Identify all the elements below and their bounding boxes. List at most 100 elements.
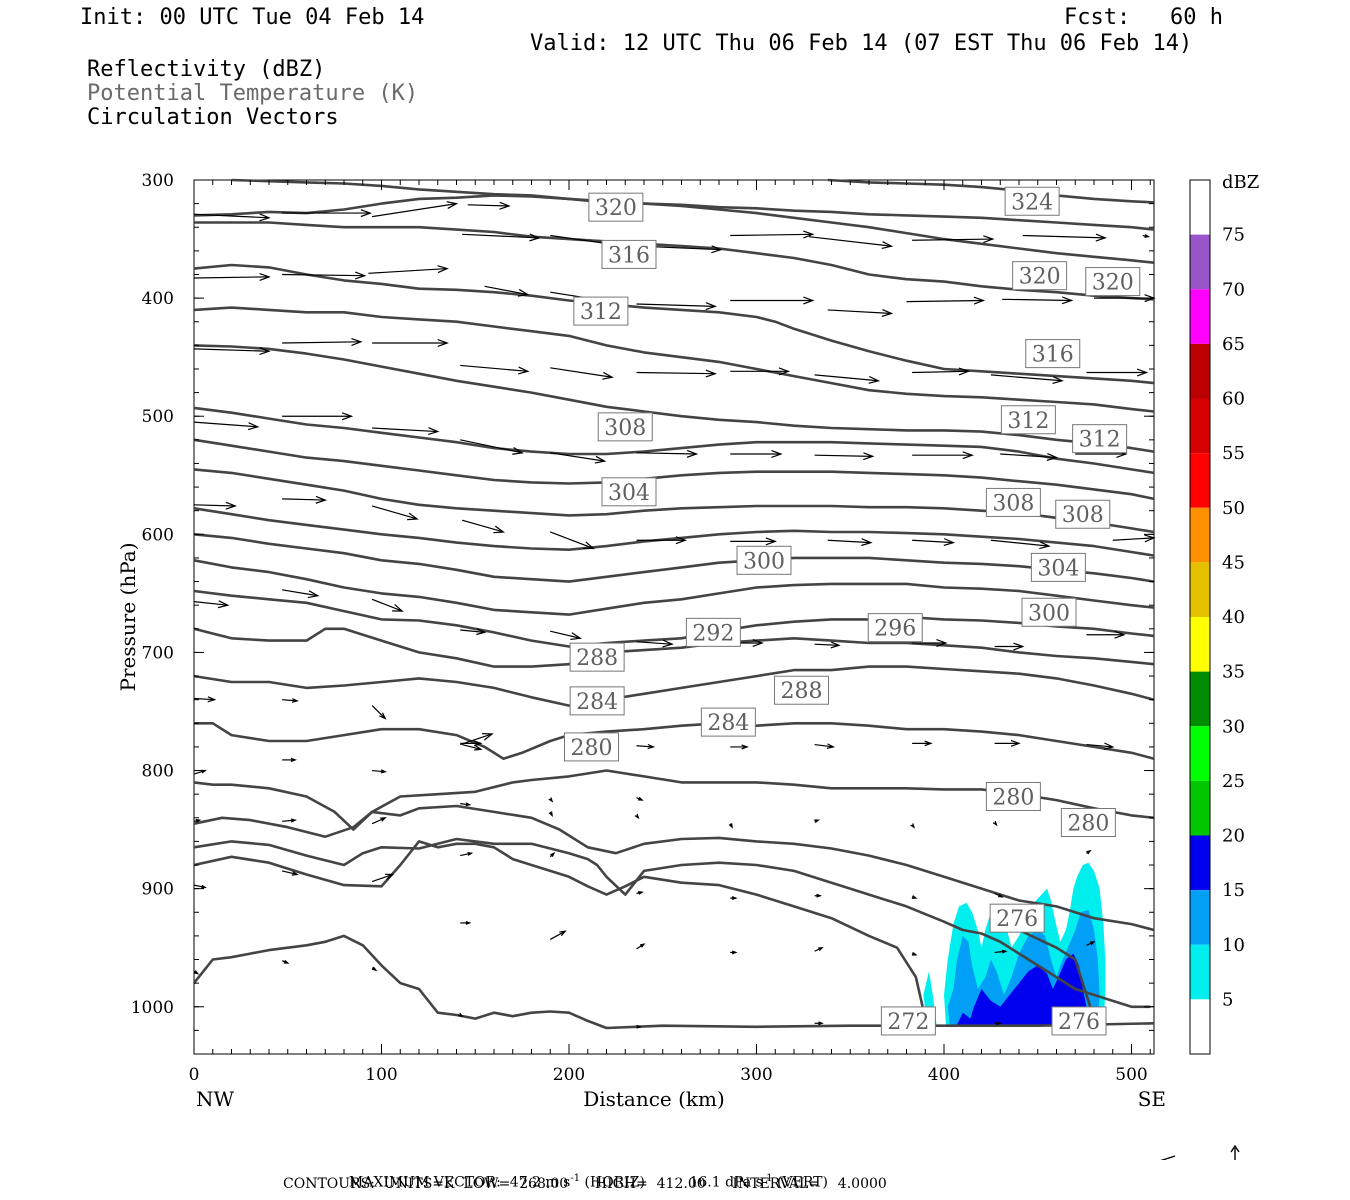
colorbar-frame — [1189, 179, 1211, 1055]
circulation-vector — [636, 449, 699, 458]
circulation-vector — [994, 739, 1021, 747]
circulation-vector — [814, 743, 836, 749]
y-tick-label: 700 — [142, 643, 174, 663]
theta-label-284: 284 — [569, 686, 625, 716]
svg-text:288: 288 — [576, 646, 618, 671]
theta-label-272: 272 — [880, 1006, 936, 1036]
circulation-vector — [460, 802, 472, 807]
circulation-vector — [994, 1021, 1002, 1026]
circulation-vector — [906, 296, 986, 305]
x-tick-label: 200 — [553, 1065, 585, 1085]
circulation-vector — [282, 495, 327, 504]
circulation-vector — [460, 364, 530, 375]
circulation-vector — [730, 744, 749, 750]
y-tick-label: 400 — [142, 289, 174, 309]
theta-label-280: 280 — [564, 732, 619, 762]
circulation-vector — [814, 819, 821, 824]
circulation-vector — [634, 813, 640, 820]
colorbar-segment — [1190, 890, 1210, 945]
theta-label-300: 300 — [1021, 597, 1077, 627]
colorbar-segment — [1190, 780, 1210, 836]
colorbar-label: 65 — [1222, 334, 1245, 355]
circulation-vector — [728, 823, 733, 829]
y-tick-label: 500 — [142, 407, 174, 427]
x-axis-label: Distance (km) — [583, 1087, 725, 1111]
circulation-vector — [994, 949, 1008, 954]
colorbar: dBZ 5 10 15 20 25 30 35 40 45 50 55 60 65 70 75 — [1189, 172, 1259, 1055]
circulation-vector — [550, 630, 582, 641]
theta-contour-308 — [193, 438, 1155, 501]
svg-text:312: 312 — [1079, 428, 1121, 453]
circulation-vector — [992, 820, 998, 827]
svg-text:324: 324 — [1011, 190, 1053, 215]
circulation-vector — [636, 943, 646, 950]
colorbar-label: 10 — [1222, 935, 1245, 956]
circulation-vector — [549, 852, 556, 858]
svg-text:316: 316 — [1032, 343, 1074, 368]
theta-label-276: 276 — [989, 903, 1045, 933]
colorbar-label: 40 — [1222, 607, 1245, 628]
theta-label-316: 316 — [601, 239, 657, 269]
colorbar-label: 60 — [1222, 389, 1245, 410]
theta-contour-292 — [193, 627, 1155, 668]
circulation-vector — [281, 959, 290, 964]
circulation-vector — [730, 950, 738, 955]
circulation-vector — [282, 589, 320, 599]
svg-text:276: 276 — [996, 907, 1038, 932]
circulation-vector — [827, 308, 894, 317]
circulation-vector — [827, 538, 873, 547]
theta-label-304: 304 — [601, 477, 657, 507]
theta-contour-276 — [193, 840, 927, 1019]
circulation-vector — [990, 374, 1064, 385]
colorbar-segment — [1190, 507, 1210, 563]
colorbar-label: 75 — [1222, 225, 1245, 246]
y-tick-label: 800 — [142, 762, 174, 782]
svg-text:320: 320 — [595, 196, 637, 221]
circulation-vector — [371, 705, 387, 720]
theta-contour-324 — [827, 178, 1155, 204]
colorbar-segment — [1190, 944, 1210, 1000]
circulation-vector — [193, 421, 260, 431]
svg-text:304: 304 — [1037, 556, 1079, 581]
x-tick-label: 100 — [365, 1065, 397, 1085]
circulation-vector — [460, 628, 487, 636]
field-potential-temperature: Potential Temperature (K) — [87, 81, 419, 106]
reference-vector — [1160, 1144, 1240, 1160]
circulation-vector — [814, 641, 841, 649]
colorbar-label: 45 — [1222, 552, 1245, 573]
svg-text:292: 292 — [692, 621, 734, 646]
circulation-vector — [460, 733, 494, 746]
circulation-vector — [1000, 452, 1059, 461]
circulation-vector — [193, 970, 200, 975]
svg-text:308: 308 — [604, 416, 646, 441]
circulation-vector — [460, 852, 474, 857]
colorbar-label: 25 — [1222, 771, 1245, 792]
colorbar-unit: dBZ — [1222, 172, 1259, 193]
colorbar-label: 20 — [1222, 826, 1245, 847]
theta-contour-280 — [193, 837, 1151, 1009]
circulation-vector — [636, 369, 717, 378]
circulation-vector — [461, 743, 483, 751]
circulation-vector — [193, 884, 207, 889]
theta-label-292: 292 — [685, 617, 741, 647]
svg-text:320: 320 — [1019, 265, 1061, 290]
circulation-vector — [814, 893, 822, 898]
plot-frame — [193, 179, 1155, 1055]
circulation-vector — [368, 265, 449, 274]
circulation-vector — [1086, 368, 1149, 377]
theta-contour-284 — [194, 721, 1155, 761]
x-end-label-left: NW — [196, 1087, 235, 1111]
circulation-vector — [1002, 296, 1074, 305]
circulation-vector — [484, 285, 530, 297]
theta-label-312: 312 — [573, 296, 629, 326]
circulation-vector — [371, 598, 404, 612]
theta-label-300: 300 — [736, 545, 792, 575]
theta-label-312: 312 — [1072, 424, 1128, 454]
colorbar-segment — [1190, 562, 1210, 617]
circulation-vector — [730, 230, 815, 239]
x-end-label-right: SE — [1138, 1087, 1166, 1111]
theta-label-280: 280 — [1060, 808, 1116, 838]
colorbar-label: 35 — [1222, 662, 1245, 683]
circulation-vector — [1142, 234, 1151, 238]
forecast-hour: Fcst: 60 h — [1064, 5, 1223, 30]
